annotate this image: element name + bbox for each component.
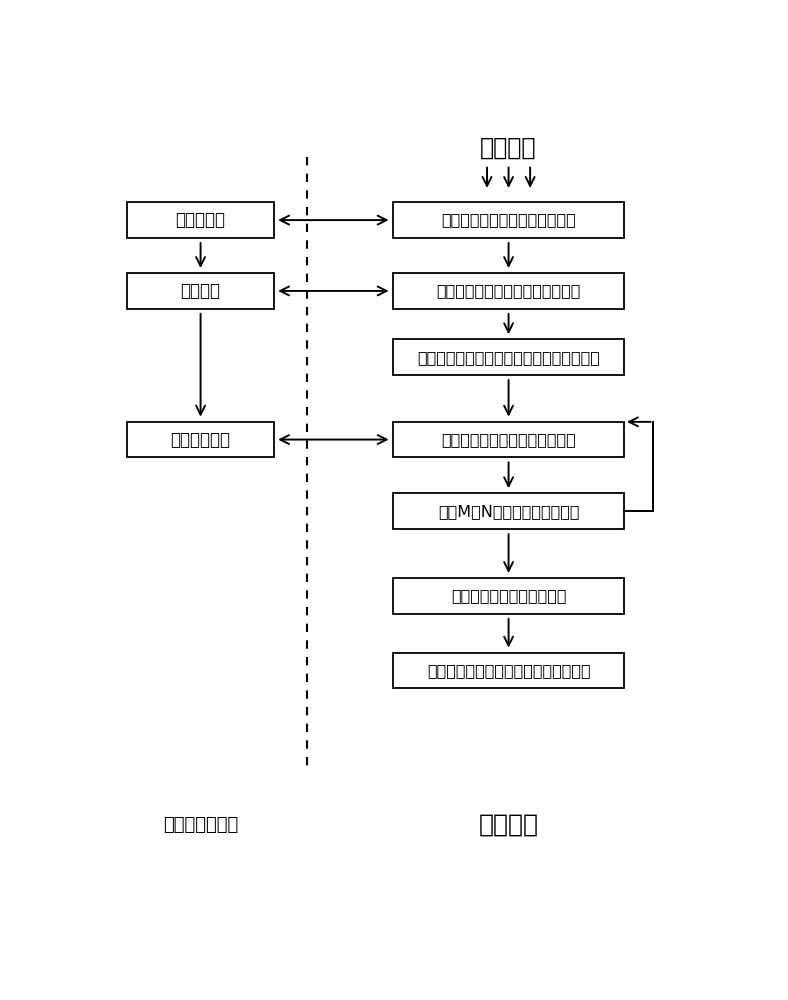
Text: 进一步用网格法或查表法实现精细定位: 进一步用网格法或查表法实现精细定位 xyxy=(427,663,590,678)
Bar xyxy=(393,339,624,375)
Bar xyxy=(393,493,624,529)
Bar xyxy=(128,202,273,238)
Bar xyxy=(128,273,273,309)
Text: 根据采样点差和采样点个数删除部分候选点: 根据采样点差和采样点个数删除部分候选点 xyxy=(417,350,600,365)
Bar xyxy=(393,273,624,309)
Text: 查找表存储流程: 查找表存储流程 xyxy=(163,816,238,834)
Text: 存储向量: 存储向量 xyxy=(180,282,221,300)
Bar xyxy=(393,578,624,614)
Bar xyxy=(393,202,624,238)
Text: 确定M和N，重新确定搜索边界: 确定M和N，重新确定搜索边界 xyxy=(438,504,579,519)
Text: 确定全部声源的空间位置候选点: 确定全部声源的空间位置候选点 xyxy=(441,213,576,228)
Text: 计算候选点的可控功率响应输出: 计算候选点的可控功率响应输出 xyxy=(441,432,576,447)
Text: 存储响应输出: 存储响应输出 xyxy=(170,431,231,449)
Bar xyxy=(393,653,624,688)
Text: 计算到达时延向量和采样点差向量: 计算到达时延向量和采样点差向量 xyxy=(437,283,581,298)
Bar xyxy=(128,422,273,457)
Text: 声源信号: 声源信号 xyxy=(481,136,537,160)
Bar xyxy=(393,422,624,457)
Text: 定位流程: 定位流程 xyxy=(478,813,538,837)
Text: 满足精度要求后输出候选点: 满足精度要求后输出候选点 xyxy=(451,588,567,603)
Text: 存储候选点: 存储候选点 xyxy=(176,211,225,229)
